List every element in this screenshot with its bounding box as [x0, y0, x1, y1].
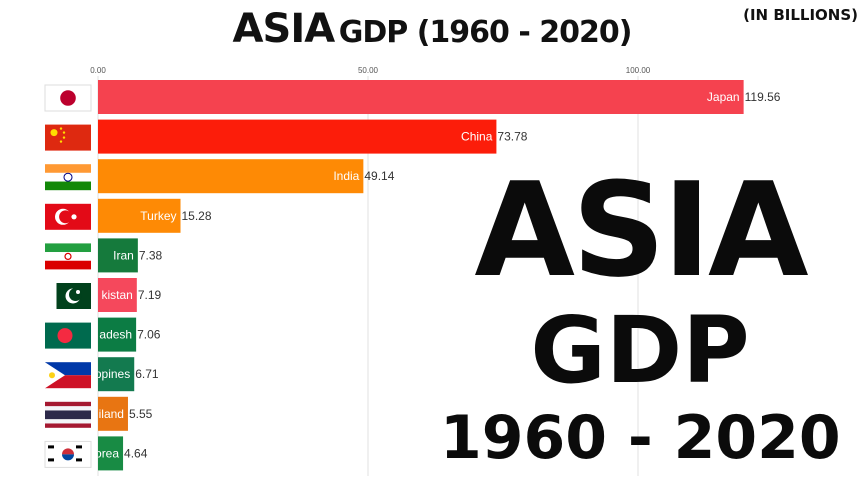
bar — [98, 317, 137, 352]
bar — [98, 80, 744, 114]
overlay-asia-text: ASIA — [474, 154, 808, 306]
thailand-flag — [45, 401, 91, 428]
value-label: 73.78 — [497, 130, 527, 144]
value-label: 6.71 — [135, 367, 159, 381]
unit-note: (IN BILLIONS) — [743, 6, 858, 24]
bar — [98, 119, 497, 154]
category-label: Japan — [707, 90, 740, 104]
value-label: 7.38 — [139, 248, 163, 262]
value-label: 4.64 — [124, 446, 148, 460]
title-sub: GDP (1960 - 2020) — [338, 15, 633, 50]
tick-label: 50.00 — [358, 66, 379, 75]
category-label: orea — [95, 446, 119, 460]
category-label: iland — [99, 407, 124, 421]
bar — [98, 238, 138, 273]
bar — [98, 396, 128, 431]
china-flag — [45, 124, 91, 151]
category-label: adesh — [99, 328, 132, 342]
value-label: 7.19 — [138, 288, 162, 302]
pakistan-flag — [45, 283, 91, 309]
overlay-years-text: 1960 - 2020 — [440, 403, 841, 473]
category-label: India — [333, 169, 359, 183]
category-label: China — [461, 130, 493, 144]
category-label: ppines — [95, 367, 130, 381]
bangladesh-flag — [45, 322, 91, 349]
value-label: 119.56 — [745, 90, 781, 104]
category-label: Iran — [113, 248, 134, 262]
turkey-flag — [45, 203, 91, 230]
japan-flag — [44, 84, 92, 112]
title-main: ASIA — [232, 6, 336, 52]
bar — [98, 357, 135, 392]
india-flag — [45, 164, 91, 191]
chart-title: ASIA GDP (1960 - 2020) — [0, 6, 864, 52]
value-label: 49.14 — [364, 169, 394, 183]
value-label: 15.28 — [182, 209, 212, 223]
tick-label: 100.00 — [626, 66, 651, 75]
category-label: Turkey — [140, 209, 176, 223]
category-label: kistan — [101, 288, 132, 302]
value-label: 7.06 — [137, 328, 161, 342]
bar — [98, 436, 124, 471]
bar — [98, 198, 181, 233]
bar — [98, 159, 364, 194]
bar — [98, 278, 137, 312]
tick-label: 0.00 — [90, 66, 106, 75]
overlay-gdp-text: GDP — [530, 297, 750, 404]
philippines-flag — [45, 362, 91, 389]
iran-flag — [45, 243, 91, 270]
south-korea-flag — [44, 440, 92, 468]
value-label: 5.55 — [129, 407, 153, 421]
